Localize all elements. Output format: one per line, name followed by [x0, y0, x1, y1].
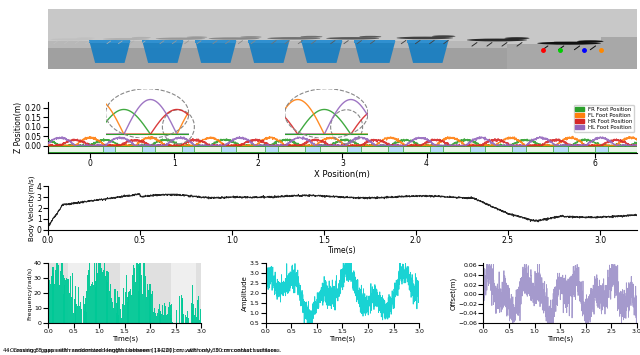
Polygon shape — [407, 41, 449, 63]
Ellipse shape — [467, 39, 527, 42]
Y-axis label: Frequency(rad/s): Frequency(rad/s) — [28, 266, 33, 320]
Bar — [553, 146, 568, 152]
X-axis label: X Position(m): X Position(m) — [314, 170, 371, 179]
Ellipse shape — [300, 36, 323, 38]
Ellipse shape — [268, 37, 320, 39]
Bar — [602, 37, 637, 69]
Ellipse shape — [538, 42, 601, 45]
Bar — [102, 146, 115, 152]
Bar — [354, 40, 396, 43]
Polygon shape — [354, 41, 396, 63]
Bar — [195, 40, 236, 43]
X-axis label: Time(s): Time(s) — [330, 336, 355, 342]
Bar — [171, 263, 196, 323]
Bar — [407, 40, 449, 43]
Polygon shape — [89, 41, 131, 63]
Bar — [142, 146, 155, 152]
Polygon shape — [301, 41, 342, 63]
Text: 4: Crossing 8 gaps with randomized lengths between [14,20] cm, with only 30 cm c: 4: Crossing 8 gaps with randomized lengt… — [6, 348, 284, 353]
Ellipse shape — [187, 36, 207, 38]
Text: 4: Crossing 8 gaps with randomized lengths between [14,20] cm, with only 30 cm c: 4: Crossing 8 gaps with randomized lengt… — [3, 348, 280, 353]
Ellipse shape — [359, 36, 381, 38]
Bar — [48, 41, 508, 48]
Bar — [68, 263, 94, 323]
Bar — [221, 146, 236, 152]
Ellipse shape — [132, 37, 151, 38]
Bar — [595, 146, 608, 152]
Ellipse shape — [51, 38, 93, 40]
Bar — [348, 146, 361, 152]
Ellipse shape — [103, 38, 149, 40]
Ellipse shape — [241, 36, 262, 38]
Bar — [430, 146, 444, 152]
Bar — [301, 40, 342, 43]
Bar — [554, 41, 602, 69]
Ellipse shape — [577, 40, 604, 43]
Bar — [508, 44, 554, 69]
Polygon shape — [248, 41, 289, 63]
Polygon shape — [142, 41, 184, 63]
X-axis label: Time(s): Time(s) — [328, 246, 356, 255]
Y-axis label: Z Position(m): Z Position(m) — [14, 102, 24, 153]
X-axis label: Time(s): Time(s) — [547, 336, 573, 342]
Bar — [265, 146, 278, 152]
Bar — [248, 40, 289, 43]
Bar — [182, 146, 195, 152]
Ellipse shape — [209, 37, 259, 40]
Y-axis label: Amplitude: Amplitude — [242, 275, 248, 311]
Bar — [142, 40, 184, 43]
Ellipse shape — [156, 38, 205, 40]
Ellipse shape — [326, 37, 379, 39]
Ellipse shape — [504, 37, 529, 39]
Bar — [120, 263, 145, 323]
Bar — [48, 146, 640, 152]
Bar — [388, 146, 403, 152]
Bar — [89, 40, 131, 43]
Polygon shape — [195, 41, 236, 63]
Ellipse shape — [77, 37, 95, 39]
Ellipse shape — [397, 37, 453, 39]
X-axis label: Time(s): Time(s) — [111, 336, 138, 342]
Y-axis label: Body Velocity(m/s): Body Velocity(m/s) — [29, 175, 35, 241]
Legend: FR Foot Position, FL Foot Position, HR Foot Position, HL Foot Position: FR Foot Position, FL Foot Position, HR F… — [573, 105, 634, 132]
Bar — [470, 146, 485, 152]
Bar — [48, 44, 637, 69]
Bar — [512, 146, 526, 152]
Y-axis label: Offset(m): Offset(m) — [451, 277, 457, 310]
Bar — [305, 146, 320, 152]
Ellipse shape — [432, 35, 456, 37]
